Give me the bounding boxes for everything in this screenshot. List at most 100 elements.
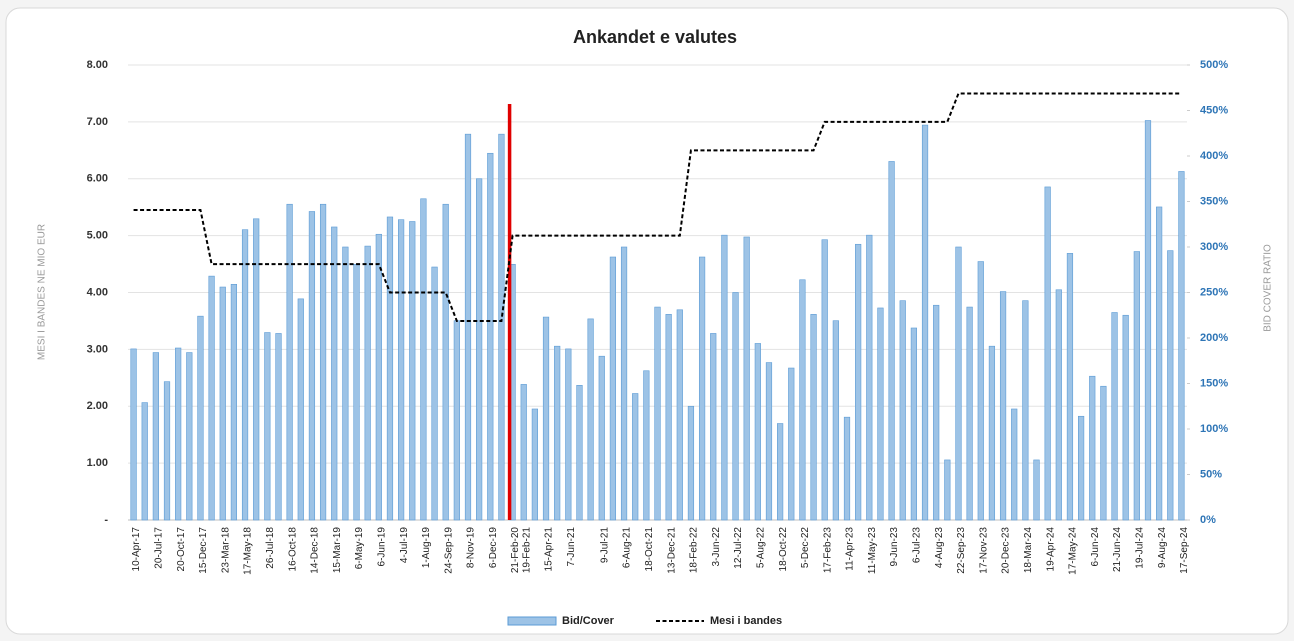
- bar: [821, 239, 828, 521]
- x-tick-label: 18-Oct-22: [778, 527, 789, 572]
- bar: [1066, 253, 1074, 521]
- bar: [1156, 206, 1163, 521]
- bar: [609, 256, 617, 521]
- bar: [520, 384, 527, 521]
- y2-tick-label: 250%: [1200, 286, 1228, 298]
- bar: [955, 246, 962, 521]
- y-tick-label: 8.00: [87, 59, 108, 71]
- bar: [319, 203, 327, 521]
- x-tick-label: 24-Sep-19: [443, 527, 454, 574]
- bar: [888, 161, 895, 521]
- bar: [364, 245, 371, 521]
- bar: [375, 233, 382, 521]
- x-tick-label: 9-Aug-24: [1157, 527, 1168, 569]
- bar: [353, 263, 360, 521]
- x-tick-label: 17-May-24: [1068, 527, 1079, 575]
- y-tick-label: 6.00: [87, 173, 108, 185]
- bar: [1078, 415, 1085, 521]
- bar: [921, 124, 929, 521]
- bar: [576, 385, 583, 521]
- x-tick-label: 11-Apr-23: [845, 527, 856, 571]
- chart-title: Ankandet e valutes: [573, 27, 737, 47]
- bar: [843, 416, 851, 521]
- bar: [141, 402, 148, 521]
- bar: [1178, 171, 1185, 521]
- bar: [866, 234, 873, 521]
- x-tick-label: 17-May-18: [243, 527, 254, 575]
- bar: [286, 203, 293, 521]
- bar: [721, 234, 728, 521]
- bar: [899, 300, 906, 521]
- bar: [431, 266, 438, 521]
- bar: [855, 243, 862, 521]
- bar: [331, 226, 338, 521]
- bar: [308, 211, 316, 521]
- bar: [253, 218, 260, 521]
- bar: [275, 333, 282, 521]
- bar: [1133, 251, 1140, 521]
- bar: [264, 332, 271, 521]
- bar: [977, 261, 984, 521]
- x-tick-label: 9-Jul-21: [599, 527, 610, 564]
- bar: [152, 352, 159, 521]
- x-tick-label: 4-Jul-19: [399, 527, 410, 564]
- y2-tick-label: 500%: [1200, 59, 1228, 71]
- bar: [197, 315, 204, 521]
- bar: [1011, 408, 1018, 521]
- bar: [208, 275, 215, 521]
- bar: [966, 306, 973, 521]
- bar: [877, 307, 884, 521]
- bar: [999, 291, 1007, 521]
- y2-tick-label: 450%: [1200, 104, 1228, 116]
- bar: [1167, 250, 1174, 521]
- x-tick-label: 4-Aug-23: [934, 527, 945, 569]
- x-tick-label: 18-Mar-24: [1023, 527, 1034, 574]
- x-tick-label: 17-Sep-24: [1179, 527, 1190, 574]
- bar: [676, 309, 683, 521]
- x-tick-label: 1-Aug-19: [421, 527, 432, 569]
- bar: [420, 198, 427, 521]
- x-tick-label: 3-Jun-22: [711, 527, 722, 567]
- bar: [1022, 300, 1029, 521]
- bar: [386, 216, 394, 521]
- x-tick-label: 6-Dec-19: [488, 527, 499, 569]
- x-tick-label: 5-Aug-22: [755, 527, 766, 569]
- y-tick-label: 2.00: [87, 400, 108, 412]
- x-tick-label: 7-Jun-21: [566, 527, 577, 567]
- bar: [933, 304, 940, 521]
- y2-tick-label: 100%: [1200, 423, 1228, 435]
- bar: [498, 133, 505, 521]
- bar: [988, 345, 996, 521]
- bar: [832, 320, 839, 521]
- x-tick-label: 22-Sep-23: [956, 527, 967, 574]
- bar: [598, 355, 605, 521]
- bar: [531, 408, 538, 521]
- y-tick-label: 7.00: [87, 116, 108, 128]
- bar: [1055, 289, 1062, 521]
- y2-tick-label: 200%: [1200, 332, 1228, 344]
- bar: [175, 347, 182, 521]
- bar: [654, 306, 661, 521]
- bar: [810, 314, 817, 521]
- x-tick-label: 6-May-19: [354, 527, 365, 570]
- x-tick-label: 19-Apr-24: [1045, 527, 1056, 572]
- x-tick-label: 15-Mar-19: [332, 527, 343, 574]
- legend-label: Bid/Cover: [562, 615, 615, 627]
- x-tick-label: 18-Oct-21: [644, 527, 655, 572]
- bar: [732, 292, 739, 521]
- bar: [777, 423, 784, 521]
- bar: [398, 219, 405, 521]
- bar: [453, 320, 460, 521]
- x-tick-label: 6-Jun-24: [1090, 527, 1101, 567]
- bar: [487, 152, 494, 521]
- bar: [788, 367, 795, 521]
- x-tick-label: 13-Dec-21: [666, 527, 677, 574]
- bar: [1144, 120, 1152, 521]
- x-tick-label: 6-Jun-19: [376, 527, 387, 567]
- bar: [765, 362, 773, 521]
- bar: [230, 284, 238, 521]
- x-tick-label: 10-Apr-17: [131, 527, 142, 572]
- bar: [1111, 312, 1118, 521]
- y2-tick-label: 350%: [1200, 195, 1228, 207]
- bar: [799, 279, 806, 521]
